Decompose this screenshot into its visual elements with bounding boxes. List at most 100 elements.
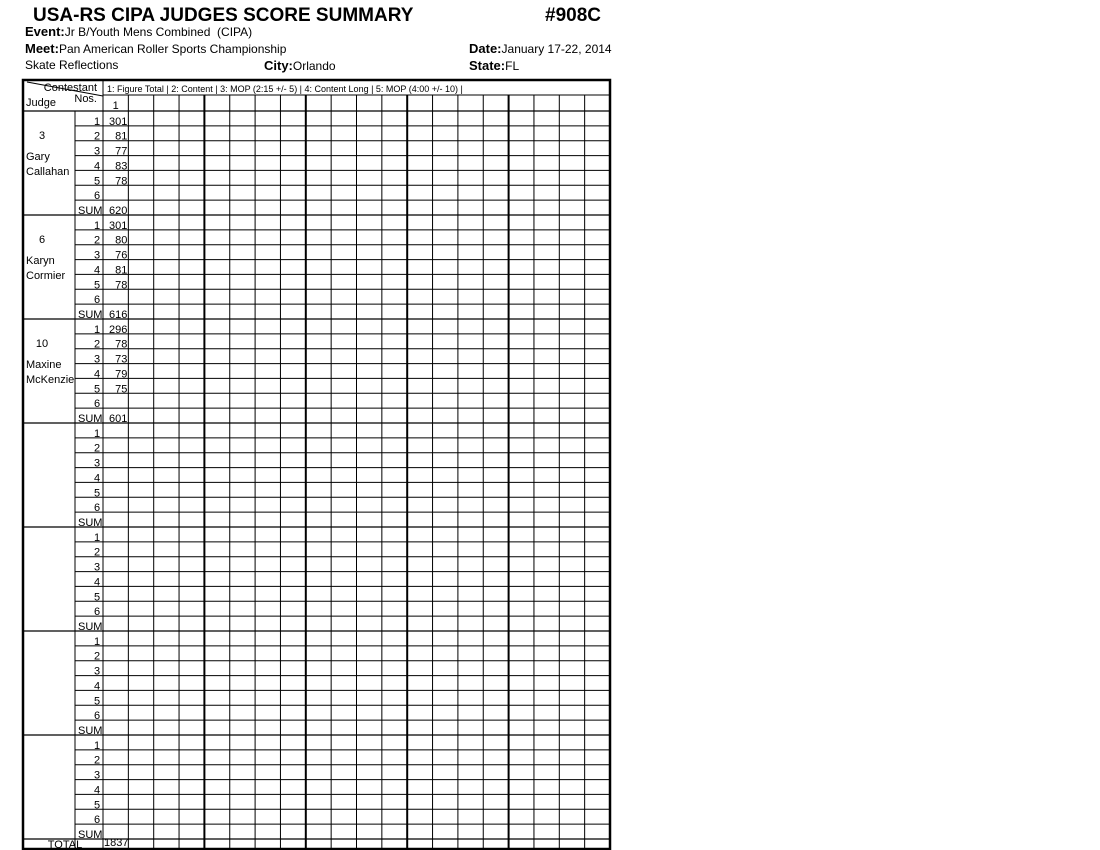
row-label: 3 <box>94 770 100 782</box>
title: USA-RS CIPA JUDGES SCORE SUMMARY <box>33 5 414 26</box>
sum: 616 <box>109 309 127 321</box>
value: FL <box>505 59 520 73</box>
row-label: 5 <box>94 695 100 707</box>
value: Pan American Roller Sports Championship <box>58 42 287 56</box>
score: 296 <box>109 324 127 336</box>
score: 78 <box>115 175 127 187</box>
total: 1837 <box>104 837 128 849</box>
row-label: 6 <box>94 710 100 722</box>
sum: 601 <box>109 413 127 425</box>
label: Event: <box>25 24 65 39</box>
row-label: 6 <box>94 294 100 306</box>
legend: 1: Figure Total | 2: Content | 3: MOP (2… <box>107 84 463 94</box>
row-label: SUM <box>78 413 102 425</box>
row-label: SUM <box>78 725 102 737</box>
row-label: 5 <box>94 799 100 811</box>
contestant-number: 1 <box>113 100 119 112</box>
row-label: 5 <box>94 591 100 603</box>
row-label: 2 <box>94 443 100 455</box>
judge-name: Karyn <box>26 255 55 267</box>
score: 81 <box>115 131 127 143</box>
row-label: SUM <box>78 205 102 217</box>
score: 81 <box>115 264 127 276</box>
row-label: 3 <box>94 458 100 470</box>
city-line: City:Orlando <box>264 57 336 75</box>
label: State: <box>469 58 506 73</box>
row-label: 1 <box>94 116 100 128</box>
row-label: 2 <box>94 235 100 247</box>
score: 73 <box>115 354 127 366</box>
row-label: 6 <box>94 398 100 410</box>
date-line: Date:January 17-22, 2014 <box>469 40 612 58</box>
label: Date: <box>469 41 502 56</box>
row-label: 6 <box>94 814 100 826</box>
row-label: SUM <box>78 309 102 321</box>
state-line: State:FL <box>469 57 519 75</box>
row-label: 1 <box>94 428 100 440</box>
event-line: Event:Jr B/Youth Mens Combined (CIPA) <box>25 23 252 41</box>
row-label: 4 <box>94 784 100 796</box>
row-label: 2 <box>94 547 100 559</box>
label: Meet: <box>25 41 59 56</box>
row-label: 4 <box>94 160 100 172</box>
table-border <box>21 78 612 850</box>
row-label: 3 <box>94 250 100 262</box>
score: 301 <box>109 116 127 128</box>
row-label: 6 <box>94 190 100 202</box>
score: 79 <box>115 368 127 380</box>
meet-line: Meet:Pan American Roller Sports Champion… <box>25 40 286 58</box>
value: Orlando <box>292 59 336 73</box>
score: 75 <box>115 383 127 395</box>
row-label: 4 <box>94 472 100 484</box>
judge-name: Cormier <box>26 270 65 282</box>
score: 78 <box>115 279 127 291</box>
judge-number: 3 <box>39 130 45 142</box>
row-label: 3 <box>94 354 100 366</box>
row-label: 3 <box>94 146 100 158</box>
score: 301 <box>109 220 127 232</box>
score: 78 <box>115 339 127 351</box>
judge-number: 10 <box>36 338 48 350</box>
row-label: 6 <box>94 502 100 514</box>
row-label: 2 <box>94 339 100 351</box>
judge-number: 6 <box>39 234 45 246</box>
score: 80 <box>115 235 127 247</box>
row-label: 4 <box>94 368 100 380</box>
judge-name: Maxine <box>26 359 61 371</box>
club: Skate Reflections <box>25 58 119 72</box>
form-number: #908C <box>545 5 601 26</box>
row-label: 1 <box>94 636 100 648</box>
row-label: 6 <box>94 606 100 618</box>
row-label: 5 <box>94 383 100 395</box>
corner-label: Judge <box>26 97 56 109</box>
row-label: 3 <box>94 666 100 678</box>
row-label: 2 <box>94 131 100 143</box>
corner-label: Nos. <box>74 93 97 105</box>
row-label: 4 <box>94 264 100 276</box>
row-label: 4 <box>94 576 100 588</box>
row-label: 3 <box>94 562 100 574</box>
row-label: 5 <box>94 279 100 291</box>
label: City: <box>264 58 293 73</box>
score: 77 <box>115 146 127 158</box>
row-label: SUM <box>78 829 102 841</box>
row-label: SUM <box>78 621 102 633</box>
row-label: 2 <box>94 651 100 663</box>
row-label: 1 <box>94 740 100 752</box>
row-label: SUM <box>78 517 102 529</box>
row-label: 1 <box>94 324 100 336</box>
row-label: 2 <box>94 755 100 767</box>
row-label: 1 <box>94 532 100 544</box>
value: January 17-22, 2014 <box>501 42 612 56</box>
row-label: 5 <box>94 487 100 499</box>
total-label: TOTAL <box>48 839 82 850</box>
value: Jr B/Youth Mens Combined (CIPA) <box>64 25 253 39</box>
score: 83 <box>115 160 127 172</box>
sum: 620 <box>109 205 127 217</box>
row-label: 4 <box>94 680 100 692</box>
corner-label: Contestant <box>44 82 97 94</box>
judge-name: McKenzie <box>26 374 74 386</box>
judge-name: Gary <box>26 151 50 163</box>
